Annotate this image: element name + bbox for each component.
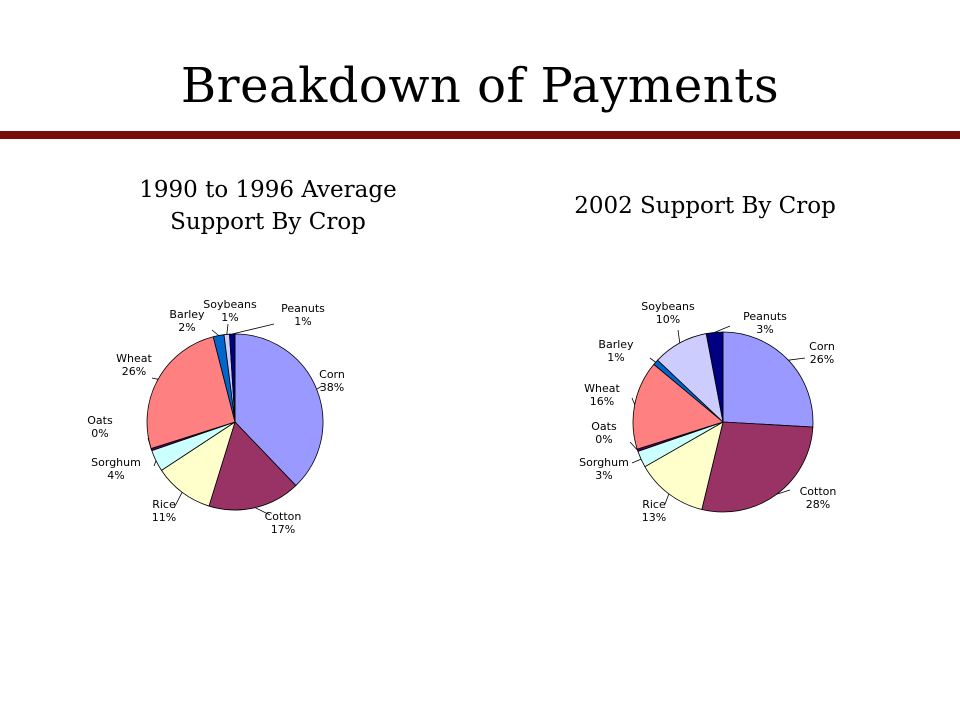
pie1-label-wheat: Wheat	[116, 352, 152, 365]
pie1-leader-barley	[211, 329, 219, 336]
chart-title-2002: 2002 Support By Crop	[574, 193, 836, 219]
pie1-label-rice: Rice	[152, 498, 176, 511]
pie1-label-soybeans: Soybeans	[203, 298, 257, 311]
pie2-leader-corn	[788, 357, 806, 361]
pie2-value-peanuts: 3%	[756, 323, 773, 336]
pie1-leader-corn	[316, 385, 323, 390]
pie2-leader-rice	[664, 493, 670, 505]
pie1-value-sorghum: 4%	[107, 469, 124, 482]
pie1-leader-peanuts	[232, 323, 275, 335]
pie1-slice-cotton	[208, 421, 297, 511]
pie2-value-wheat: 16%	[590, 395, 614, 408]
pie2-leader-barley	[649, 357, 656, 363]
pie2-value-sorghum: 3%	[595, 469, 612, 482]
pie1-leader-rice	[173, 492, 183, 509]
pie2-label-sorghum: Sorghum	[579, 456, 629, 469]
pie2-slice-corn	[722, 331, 814, 428]
pie2-value-oats: 0%	[595, 433, 612, 446]
pie1-value-cotton: 17%	[271, 523, 295, 535]
pie1-leader-soybeans	[226, 323, 229, 335]
pie1-label-oats: Oats	[87, 414, 113, 427]
pie1-slice-wheat	[146, 336, 236, 450]
pie2-leader-cotton	[776, 489, 791, 495]
pie1-label-peanuts: Peanuts	[281, 302, 325, 315]
pie1-slice-corn	[234, 333, 324, 487]
pie2-leader-oats	[629, 441, 638, 451]
pie2-slice-wheat	[632, 363, 724, 450]
pie2-leader-soybeans	[677, 329, 681, 344]
pie1-value-soybeans: 1%	[221, 311, 238, 324]
pie2-label-corn: Corn	[809, 340, 835, 353]
pie1-value-oats: 0%	[91, 427, 108, 440]
pie1-label-cotton: Cotton	[265, 510, 302, 523]
pie1-value-barley: 2%	[178, 321, 195, 334]
pie1-value-corn: 38%	[320, 381, 344, 394]
pie2-label-wheat: Wheat	[584, 382, 620, 395]
pie2-value-corn: 26%	[810, 353, 834, 366]
pie2-label-rice: Rice	[642, 498, 666, 511]
pie2-value-rice: 13%	[642, 511, 666, 524]
pie1-value-wheat: 26%	[122, 365, 146, 378]
pie-chart-2002: Corn26%Cotton28%Rice13%Sorghum3%Oats0%Wh…	[579, 300, 837, 524]
pie2-leader-peanuts	[714, 325, 731, 333]
pie2-label-oats: Oats	[591, 420, 617, 433]
pie2-slice-peanuts	[705, 331, 724, 423]
pie1-leader-wheat	[151, 377, 159, 380]
pie1-label-corn: Corn	[319, 368, 345, 381]
pie1-value-rice: 11%	[152, 511, 176, 524]
pie2-label-peanuts: Peanuts	[743, 310, 787, 323]
pie1-leader-cotton	[255, 507, 271, 516]
pie1-label-barley: Barley	[169, 308, 205, 321]
slide-title: Breakdown of Payments	[180, 58, 780, 114]
pie1-label-sorghum: Sorghum	[91, 456, 141, 469]
pie2-leader-sorghum	[631, 458, 642, 464]
pie2-label-cotton: Cotton	[800, 485, 837, 498]
pie2-label-soybeans: Soybeans	[641, 300, 695, 313]
chart-title-1990-1996: 1990 to 1996 Average Support By Crop	[139, 177, 397, 235]
pie2-leader-wheat	[631, 397, 636, 405]
pie2-label-barley: Barley	[598, 338, 634, 351]
pie1-value-peanuts: 1%	[294, 315, 311, 328]
title-divider	[0, 131, 960, 139]
pie2-value-cotton: 28%	[806, 498, 830, 511]
pie2-value-soybeans: 10%	[656, 313, 680, 326]
pie1-leader-sorghum	[153, 460, 157, 467]
pie2-value-barley: 1%	[607, 351, 624, 364]
